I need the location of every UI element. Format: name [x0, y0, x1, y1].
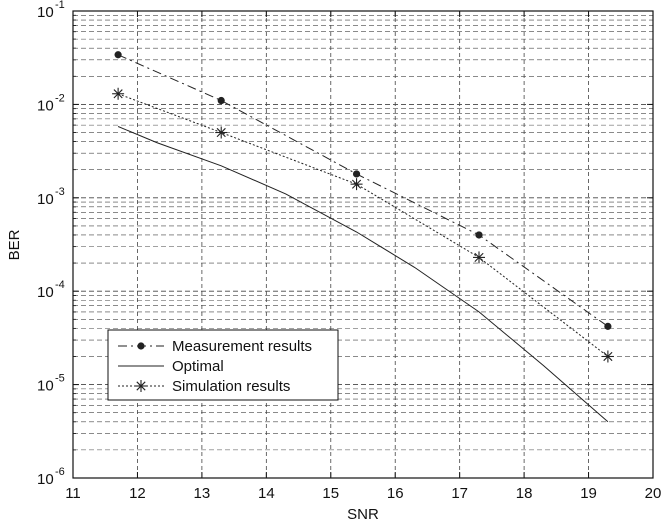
data-point-measurement-results — [604, 322, 612, 330]
plot-background — [73, 11, 653, 478]
data-point-measurement-results — [352, 170, 361, 178]
series-line-simulation-results — [117, 93, 609, 357]
y-tick-label: 10 -1 — [37, 0, 65, 21]
star-stroke — [474, 252, 484, 263]
y-tick-label: 10 -2 — [37, 92, 65, 114]
y-tick-label-exponent: -1 — [55, 0, 65, 11]
data-point-measurement-results — [114, 51, 122, 59]
legend-marker-measurement-results — [137, 342, 145, 350]
star-stroke — [136, 381, 146, 391]
y-tick-label-exponent: -3 — [55, 186, 65, 198]
y-tick-label: 10 -4 — [37, 279, 65, 301]
data-point-simulation-results — [350, 178, 363, 191]
data-point-simulation-results — [215, 126, 228, 139]
star-stroke — [113, 89, 123, 99]
plot-frame — [72, 10, 654, 479]
star-stroke — [216, 127, 226, 138]
x-tick-label: 11 — [65, 485, 81, 502]
series-simulation-results — [112, 87, 614, 363]
y-axis-label: BER — [6, 229, 23, 260]
legend-entry-optimal: Optimal — [118, 358, 224, 375]
y-tick-label: 10 -3 — [37, 186, 65, 208]
x-tick-label: 13 — [194, 485, 211, 502]
y-tick-label-base: 10 — [37, 471, 54, 488]
y-tick-label: 10 -5 — [37, 373, 65, 395]
legend: Measurement results Optimal Simulation res… — [107, 329, 339, 401]
legend-label-simulation-results: Simulation results — [172, 378, 290, 395]
legend-entry-measurement-results: Measurement results — [118, 338, 312, 355]
x-tick-label: 12 — [129, 485, 146, 502]
x-tick-label: 14 — [258, 485, 275, 502]
y-axis-ticks: 10-610-510-410-310-210-1 — [37, 0, 653, 488]
data-point-simulation-results — [112, 87, 125, 100]
x-tick-label: 15 — [322, 485, 339, 502]
legend-label-measurement-results: Measurement results — [172, 338, 312, 355]
star-stroke — [351, 179, 362, 189]
y-tick-label-exponent: -4 — [55, 279, 65, 291]
y-tick-label-base: 10 — [37, 97, 54, 114]
star-stroke — [603, 351, 613, 362]
y-tick-label-base: 10 — [37, 191, 54, 208]
legend-entry-simulation-results: Simulation results — [118, 378, 290, 395]
x-axis-label: SNR — [347, 506, 379, 523]
series-measurement-results — [114, 51, 612, 330]
legend-marker-simulation-results — [135, 380, 147, 392]
y-tick-label-exponent: -6 — [55, 466, 65, 478]
data-point-measurement-results — [475, 231, 483, 239]
y-tick-label-base: 10 — [37, 284, 54, 301]
legend-label-optimal: Optimal — [172, 358, 224, 375]
data-point-simulation-results — [601, 350, 614, 363]
y-tick-label-base: 10 — [37, 378, 54, 395]
series-layer — [112, 51, 614, 423]
series-optimal — [117, 126, 609, 423]
x-axis-ticks: 11 12 13 14 15 16 17 18 19 20 — [65, 11, 661, 502]
x-tick-label: 18 — [516, 485, 533, 502]
y-tick-label: 10 -6 — [37, 466, 65, 488]
data-point-simulation-results — [473, 251, 485, 264]
x-tick-label: 16 — [387, 485, 404, 502]
y-tick-label-base: 10 — [37, 4, 54, 21]
series-line-optimal — [117, 126, 609, 423]
x-tick-label: 17 — [451, 485, 468, 502]
data-point-measurement-results — [217, 96, 225, 105]
x-tick-label: 19 — [580, 485, 597, 502]
y-tick-label-exponent: -5 — [55, 373, 65, 385]
y-tick-label-exponent: -2 — [55, 92, 65, 104]
legend-box — [107, 329, 339, 401]
x-tick-label: 20 — [645, 485, 662, 502]
